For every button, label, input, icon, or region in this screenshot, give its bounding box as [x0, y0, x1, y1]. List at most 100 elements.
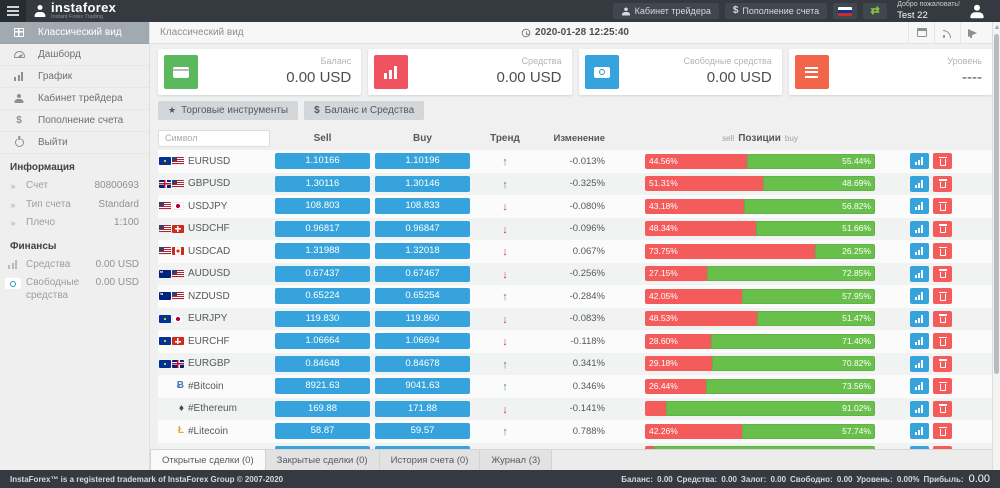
symbol-search-input[interactable]	[158, 129, 270, 147]
open-chart-button[interactable]	[910, 333, 929, 350]
balance-and-funds-button[interactable]: $ Баланс и Средства	[304, 101, 425, 120]
sell-positions-segment: 48.34%	[645, 221, 757, 237]
sell-price-button[interactable]: 1.31988	[275, 243, 370, 260]
delete-instrument-button[interactable]	[933, 378, 952, 395]
symbol-cell: ♦ #Ethereum	[158, 403, 275, 414]
buy-price-button[interactable]: 1.06694	[375, 333, 470, 350]
delete-instrument-button[interactable]	[933, 153, 952, 170]
buy-price-button[interactable]: 1.30146	[375, 175, 470, 192]
vertical-scrollbar[interactable]	[992, 22, 1000, 470]
delete-instrument-button[interactable]	[933, 445, 952, 449]
sell-price-button[interactable]: 0.96817	[275, 220, 370, 237]
buy-positions-segment: 57.95%	[741, 288, 875, 304]
dashboard-icon	[13, 51, 25, 58]
sell-price-button[interactable]: 1.10166	[275, 153, 370, 170]
delete-instrument-button[interactable]	[933, 310, 952, 327]
delete-instrument-button[interactable]	[933, 220, 952, 237]
open-chart-button[interactable]	[910, 378, 929, 395]
sidebar-item-classic-view[interactable]: Классический вид	[0, 22, 149, 44]
trash-icon	[938, 201, 947, 211]
trash-icon	[938, 156, 947, 166]
open-chart-button[interactable]	[910, 310, 929, 327]
buy-price-button[interactable]: 171.88	[375, 400, 470, 417]
delete-instrument-button[interactable]	[933, 400, 952, 417]
server-time: 2020-01-28 12:25:40	[521, 27, 629, 38]
user-avatar[interactable]	[966, 1, 988, 21]
sell-price-button[interactable]	[275, 445, 370, 449]
bottom-tabs: Открытые сделки (0) Закрытые сделки (0) Ис…	[150, 449, 1000, 470]
calendar-icon	[916, 28, 927, 37]
open-chart-button[interactable]	[910, 198, 929, 215]
open-chart-button[interactable]	[910, 175, 929, 192]
buy-price-button[interactable]: 1.10196	[375, 153, 470, 170]
symbol-name: GBPUSD	[188, 178, 231, 190]
open-chart-button[interactable]	[910, 265, 929, 282]
buy-price-button[interactable]: 59.57	[375, 423, 470, 440]
buy-price-button[interactable]: 108.833	[375, 198, 470, 215]
info-value: Standard	[98, 198, 139, 210]
sidebar-item-logout[interactable]: Выйти	[0, 132, 149, 154]
trading-instruments-button[interactable]: ★ Торговые инструменты	[158, 101, 299, 120]
currency-exchange-button[interactable]: ⇄	[863, 3, 888, 19]
sidebar-item-trader-cabinet[interactable]: Кабинет трейдера	[0, 88, 149, 110]
menu-toggle-button[interactable]	[0, 0, 26, 22]
language-button[interactable]	[833, 3, 858, 19]
sidebar-item-chart[interactable]: График	[0, 66, 149, 88]
open-chart-button[interactable]	[910, 355, 929, 372]
dollar-icon: $	[314, 104, 320, 116]
announcements-button[interactable]	[960, 22, 986, 43]
delete-instrument-button[interactable]	[933, 198, 952, 215]
sell-price-button[interactable]: 8921.63	[275, 378, 370, 395]
trash-icon	[938, 426, 947, 436]
delete-instrument-button[interactable]	[933, 288, 952, 305]
delete-instrument-button[interactable]	[933, 355, 952, 372]
buy-price-button[interactable]: 119.860	[375, 310, 470, 327]
tab-journal[interactable]: Журнал (3)	[480, 450, 553, 470]
sell-price-button[interactable]: 119.830	[275, 310, 370, 327]
delete-instrument-button[interactable]	[933, 243, 952, 260]
open-chart-button[interactable]	[910, 153, 929, 170]
sell-price-button[interactable]: 108.803	[275, 198, 370, 215]
trader-cabinet-button[interactable]: Кабинет трейдера	[612, 3, 719, 19]
delete-instrument-button[interactable]	[933, 175, 952, 192]
sidebar-sections: Информация » Счет 80800693 » Тип счета Standar…	[0, 154, 149, 305]
russian-flag-icon	[838, 6, 853, 16]
sell-price-button[interactable]: 0.65224	[275, 288, 370, 305]
open-chart-button[interactable]	[910, 423, 929, 440]
topnav-right: Кабинет трейдера $ Пополнение счета ⇄ До…	[612, 1, 1000, 21]
open-chart-button[interactable]	[910, 445, 929, 449]
delete-instrument-button[interactable]	[933, 423, 952, 440]
open-chart-button[interactable]	[910, 400, 929, 417]
sell-price-button[interactable]: 0.84648	[275, 355, 370, 372]
tab-account-history[interactable]: История счета (0)	[379, 450, 481, 470]
tab-closed-trades[interactable]: Закрытые сделки (0)	[265, 450, 380, 470]
calendar-button[interactable]	[908, 22, 934, 43]
news-feed-button[interactable]	[934, 22, 960, 43]
buy-price-button[interactable]: 1.32018	[375, 243, 470, 260]
deposit-button[interactable]: $ Пополнение счета	[724, 3, 828, 19]
sidebar-item-dashboard[interactable]: Дашборд	[0, 44, 149, 66]
buy-price-button[interactable]: 0.65254	[375, 288, 470, 305]
sell-price-button[interactable]: 58.87	[275, 423, 370, 440]
tab-open-trades[interactable]: Открытые сделки (0)	[150, 450, 266, 470]
open-chart-button[interactable]	[910, 243, 929, 260]
buy-price-button[interactable]: 0.96847	[375, 220, 470, 237]
sell-price-button[interactable]: 1.30116	[275, 175, 370, 192]
info-value: 0.00 USD	[95, 277, 139, 288]
instrument-row-USDJPY: USDJPY 108.803 108.833 ↓ -0.080% 43.18% 56.82%	[158, 195, 992, 218]
delete-instrument-button[interactable]	[933, 333, 952, 350]
buy-price-button[interactable]: 9041.63	[375, 378, 470, 395]
flag-eu-icon	[159, 157, 171, 166]
buy-price-button[interactable]: 0.67467	[375, 265, 470, 282]
open-chart-button[interactable]	[910, 220, 929, 237]
delete-instrument-button[interactable]	[933, 265, 952, 282]
sidebar-item-deposit[interactable]: $ Пополнение счета	[0, 110, 149, 132]
scrollbar-thumb[interactable]	[994, 34, 999, 374]
open-chart-button[interactable]	[910, 288, 929, 305]
sell-price-button[interactable]: 1.06664	[275, 333, 370, 350]
instaforex-logo[interactable]: instaforex Instant Forex Trading	[34, 1, 116, 21]
buy-price-button[interactable]: 0.84678	[375, 355, 470, 372]
sell-price-button[interactable]: 0.67437	[275, 265, 370, 282]
sell-price-button[interactable]: 169.88	[275, 400, 370, 417]
buy-price-button[interactable]	[375, 445, 470, 449]
